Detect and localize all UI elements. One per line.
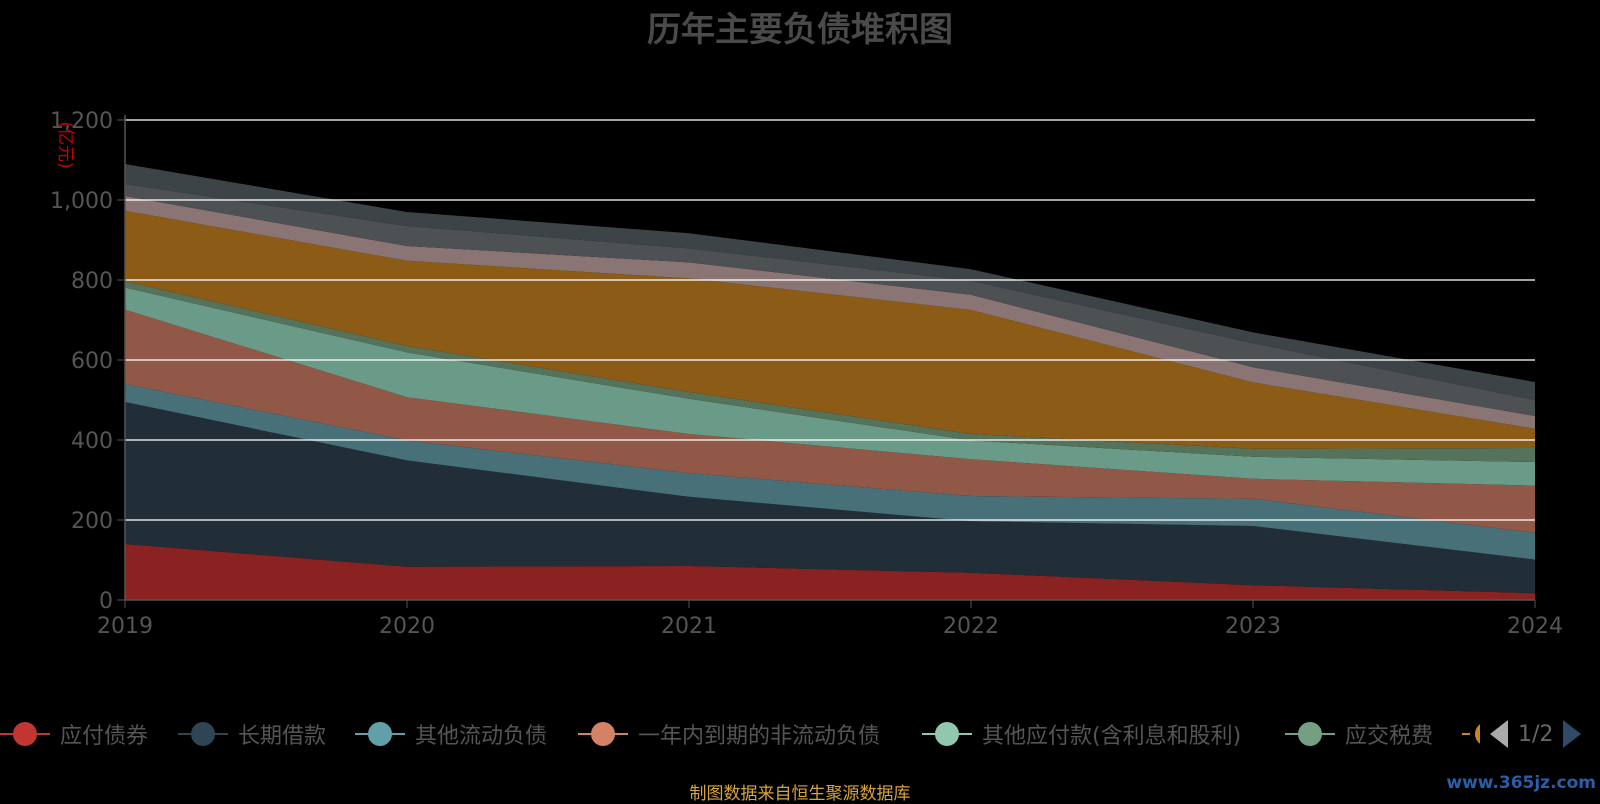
area-series-9 — [125, 184, 1535, 416]
y-tick-label: 200 — [71, 509, 113, 534]
x-tick-label: 2021 — [661, 614, 717, 639]
area-series-5 — [125, 287, 1535, 486]
area-series-8 — [125, 196, 1535, 429]
x-tick-label: 2022 — [943, 614, 999, 639]
area-series-7 — [125, 210, 1535, 449]
y-tick-label: 0 — [99, 589, 113, 614]
legend-item[interactable]: 其他流动负债 — [355, 716, 547, 752]
legend-marker-icon — [0, 719, 50, 749]
y-unit-label: (亿元) — [55, 121, 75, 168]
legend-item[interactable]: 其他应付款(含利息和股利) — [922, 716, 1241, 752]
legend-label: 其他应付款(含利息和股利) — [982, 724, 1242, 749]
area-series-10 — [125, 164, 1535, 400]
y-tick-label: 1,200 — [50, 109, 113, 134]
legend-label: 应交税费 — [1345, 724, 1434, 749]
legend-item[interactable] — [1462, 716, 1480, 752]
y-tick-label: 800 — [71, 269, 113, 294]
legend-prev-page-icon[interactable] — [1490, 720, 1508, 748]
legend-label: 长期借款 — [238, 724, 327, 749]
x-tick-label: 2023 — [1225, 614, 1281, 639]
legend-item[interactable]: 一年内到期的非流动负债 — [578, 716, 880, 752]
legend-page-indicator: 1/2 — [1518, 721, 1554, 747]
x-tick-label: 2024 — [1507, 614, 1563, 639]
x-tick-label: 2019 — [97, 614, 153, 639]
legend: 应付债券 长期借款 其他流动负债 一年内到期的非流动负债 其他应付款(含利息和股利) 应交… — [0, 716, 1600, 752]
watermark: www.365jz.com — [1446, 773, 1596, 793]
legend-marker-icon — [1462, 719, 1480, 749]
legend-item[interactable]: 应交税费 — [1285, 716, 1433, 752]
y-tick-label: 600 — [71, 349, 113, 374]
legend-marker-icon — [355, 719, 405, 749]
y-tick-label: 400 — [71, 429, 113, 454]
legend-marker-icon — [578, 719, 628, 749]
legend-item[interactable]: 应付债券 — [0, 716, 148, 752]
area-series-2 — [125, 402, 1535, 594]
legend-marker-icon — [922, 719, 972, 749]
legend-marker-icon — [178, 719, 228, 749]
x-tick-label: 2020 — [379, 614, 435, 639]
legend-label: 应付债券 — [60, 724, 149, 749]
legend-marker-icon — [1285, 719, 1335, 749]
chart-title: 历年主要负债堆积图 — [647, 10, 953, 50]
legend-label: 一年内到期的非流动负债 — [638, 724, 881, 749]
area-series-1 — [125, 544, 1535, 600]
data-source-note: 制图数据来自恒生聚源数据库 — [689, 784, 911, 804]
legend-item[interactable]: 长期借款 — [178, 716, 326, 752]
legend-label: 其他流动负债 — [415, 724, 548, 749]
legend-pager: 1/2 — [1490, 716, 1582, 752]
legend-next-page-icon[interactable] — [1563, 720, 1582, 748]
area-series-4 — [125, 309, 1535, 533]
area-series-3 — [125, 384, 1535, 560]
y-tick-label: 1,000 — [50, 189, 113, 214]
